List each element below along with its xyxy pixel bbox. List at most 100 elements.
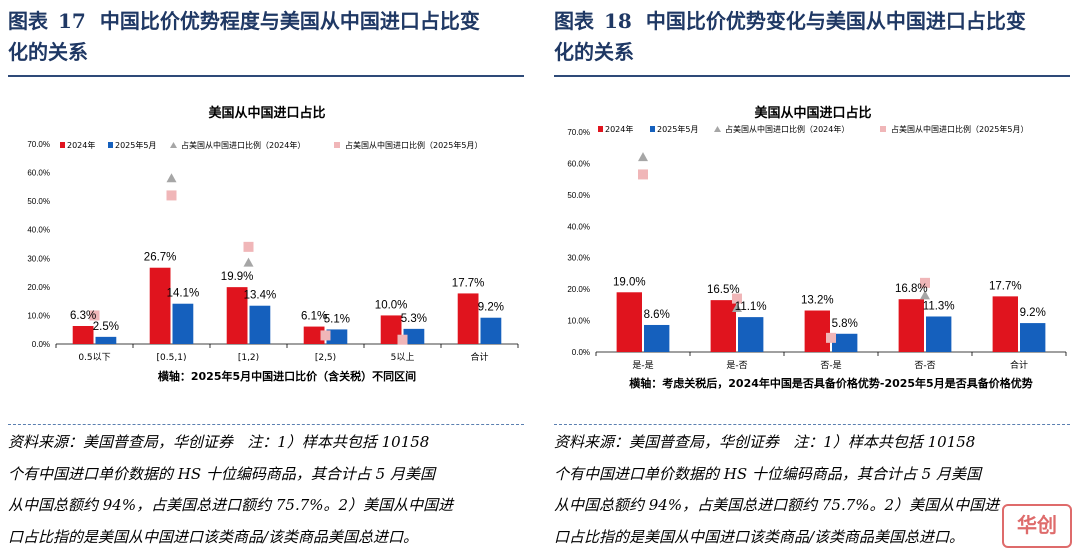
bar	[992, 296, 1018, 352]
bar	[832, 333, 858, 352]
note-line: 口占比指的是美国从中国进口该类商品/该类商品美国总进口。	[8, 527, 419, 546]
note-line: 资料来源：美国普查局，华创证券 注：1）样本共包括 10158	[554, 433, 976, 451]
square-marker	[89, 310, 100, 321]
chart-area: 美国从中国进口占比 0.0% 10.0% 20.0% 30.0% 40.0% 50.0% 6…	[554, 94, 1072, 404]
data-label: 9.2%	[1020, 307, 1046, 319]
x-axis-label: 横轴：2025年5月中国进口比价（含关税）不同区间	[158, 369, 416, 383]
source-note: 资料来源：美国普查局，华创证券 注：1）样本共包括 10158 个有中国进口单价…	[554, 424, 1070, 555]
data-label: 19.9%	[221, 271, 254, 283]
data-label: 6.1%	[301, 311, 327, 323]
bar	[149, 267, 171, 344]
x-axis-label: 横轴：考虑关税后，2024年中国是否具备价格优势-2025年5月是否具备价格优势	[629, 376, 1032, 390]
y-tick-label: 20.0%	[27, 283, 50, 292]
data-label: 14.1%	[167, 288, 200, 300]
y-tick-label: 50.0%	[567, 191, 590, 200]
legend-swatch	[170, 142, 177, 148]
note-line: 资料来源：美国普查局，华创证券 注：1）样本共包括 10158	[8, 433, 430, 451]
bar	[926, 316, 952, 352]
legend-label: 占美国从中国进口比例（2024年）	[725, 124, 849, 134]
figure-18-panel: 图表 18 中国比价优势变化与美国从中国进口占比变 化的关系 美国从中国进口占比 0…	[554, 0, 1078, 554]
legend-swatch	[598, 126, 603, 132]
bar	[72, 326, 94, 344]
square-marker	[243, 241, 254, 252]
chart-svg: 0.0% 10.0% 20.0% 30.0% 40.0% 50.0% 60.0% 70.0% 2…	[27, 140, 519, 383]
data-label: 2.5%	[93, 321, 119, 333]
figure-title-line2: 化的关系	[554, 40, 634, 64]
y-tick-label: 60.0%	[567, 159, 590, 168]
data-label: 6.3%	[70, 310, 96, 322]
data-label: 16.5%	[707, 284, 740, 296]
bar	[457, 293, 479, 344]
figure-label: 图表	[8, 9, 48, 33]
square-marker	[320, 330, 331, 341]
title-divider	[554, 75, 1070, 77]
bar	[403, 328, 425, 344]
data-label: 13.4%	[244, 290, 277, 302]
legend-swatch	[714, 126, 721, 132]
x-tick-label: [2,5)	[315, 353, 336, 363]
x-tick-label: 合计	[1010, 359, 1028, 371]
bar	[480, 317, 502, 344]
triangle-marker	[638, 152, 648, 162]
note-line: 个有中国进口单价数据的 HS 十位编码商品，其合计占 5 月美国	[8, 464, 435, 483]
data-label: 13.2%	[801, 295, 834, 307]
square-marker	[397, 334, 408, 345]
note-line: 从中国总额约 94%，占美国总进口额约 75.7%。2）美国从中国进	[554, 496, 1000, 514]
x-tick-label: 否-是	[820, 360, 841, 371]
y-tick-label: 0.0%	[32, 340, 50, 349]
y-tick-label: 50.0%	[27, 197, 50, 206]
bar	[326, 329, 348, 344]
bar	[738, 317, 764, 352]
figure-title-line1: 中国比价优势变化与美国从中国进口占比变	[645, 9, 1026, 33]
data-label: 17.7%	[452, 277, 485, 289]
square-marker	[732, 293, 742, 304]
bar	[1020, 323, 1046, 352]
figure-title-line1: 中国比价优势程度与美国从中国进口占比变	[99, 9, 480, 33]
square-marker	[920, 277, 930, 288]
legend-swatch	[650, 126, 655, 132]
x-tick-label: 是-否	[726, 360, 747, 371]
y-tick-label: 60.0%	[27, 169, 50, 178]
data-label: 11.1%	[735, 301, 767, 313]
legend-swatch	[60, 142, 65, 148]
x-tick-label: [1,2)	[238, 353, 259, 363]
bar	[172, 303, 194, 344]
data-label: 9.2%	[478, 302, 504, 314]
data-label: 5.8%	[832, 318, 858, 330]
data-label: 5.3%	[401, 313, 427, 325]
square-marker	[638, 169, 648, 180]
data-label: 26.7%	[144, 252, 177, 264]
figure-title: 图表 17 中国比价优势程度与美国从中国进口占比变 化的关系	[8, 6, 528, 68]
chart-title: 美国从中国进口占比	[754, 106, 872, 121]
bar	[644, 324, 670, 352]
bar	[616, 292, 642, 352]
y-tick-label: 30.0%	[27, 254, 50, 263]
bar	[226, 287, 248, 344]
x-tick-label: 是-是	[632, 360, 653, 371]
data-label: 11.3%	[923, 300, 955, 312]
legend-label: 2024年	[67, 140, 95, 150]
legend-label: 2024年	[605, 124, 633, 134]
y-tick-label: 20.0%	[567, 285, 590, 294]
legend-label: 占美国从中国进口比例（2025年5月）	[345, 140, 482, 150]
bar	[249, 305, 271, 344]
data-label: 16.8%	[895, 283, 928, 295]
data-label: 19.0%	[613, 276, 646, 288]
y-tick-label: 70.0%	[27, 140, 50, 149]
y-tick-label: 10.0%	[27, 311, 50, 320]
triangle-marker	[166, 173, 177, 183]
triangle-marker	[920, 290, 930, 300]
figure-title: 图表 18 中国比价优势变化与美国从中国进口占比变 化的关系	[554, 6, 1074, 68]
bar	[804, 310, 830, 352]
bar	[710, 300, 736, 352]
legend-label: 2025年5月	[657, 124, 698, 134]
legend-swatch	[108, 142, 113, 148]
data-label: 8.6%	[644, 309, 670, 321]
square-marker	[166, 190, 177, 201]
square-marker	[826, 332, 836, 343]
figure-17-panel: 图表 17 中国比价优势程度与美国从中国进口占比变 化的关系 美国从中国进口占比 0…	[8, 0, 532, 554]
y-tick-label: 40.0%	[567, 222, 590, 231]
triangle-marker	[732, 303, 742, 312]
figure-label: 图表	[554, 9, 594, 33]
y-tick-label: 40.0%	[27, 226, 50, 235]
